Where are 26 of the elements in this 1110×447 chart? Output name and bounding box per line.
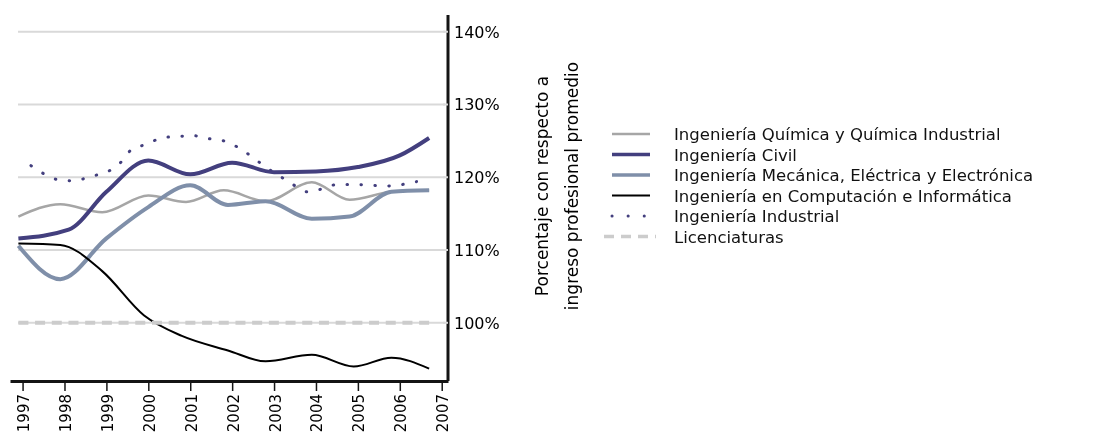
x-tick-label: 2001 <box>182 394 201 433</box>
x-tick-label: 2003 <box>266 394 285 433</box>
x-tick-label: 2005 <box>350 394 369 433</box>
x-tick-label: 1998 <box>56 394 75 433</box>
y-tick-label: 140% <box>454 22 500 42</box>
line-series <box>16 183 432 282</box>
legend-label: Ingeniería Civil <box>674 145 797 165</box>
x-tick-label: 2000 <box>140 394 159 433</box>
legend-label: Ingeniería Mecánica, Eléctrica y Electrónica <box>674 166 1034 185</box>
y-tick-label: 120% <box>454 168 500 188</box>
legend-label: Ingeniería Industrial <box>674 207 840 226</box>
x-tick-label: 1999 <box>98 394 117 433</box>
legend-label: Licenciaturas <box>674 227 784 247</box>
y-tick-label: 110% <box>454 241 500 261</box>
legend-label: Ingeniería en Computación e Informática <box>674 186 1012 206</box>
line-series <box>16 135 432 241</box>
x-tick-label: 2007 <box>434 394 453 433</box>
x-tick-label: 2004 <box>308 394 327 433</box>
legend-label: Ingeniería Química y Química Industrial <box>674 125 1001 144</box>
y-tick-label: 130% <box>454 95 500 115</box>
y-tick-label: 100% <box>454 313 500 333</box>
x-tick-label: 2006 <box>392 394 411 433</box>
x-tick-label: 1997 <box>15 394 34 433</box>
y-axis-title: Porcentaje con respecto a ingreso profesional promedio <box>532 61 582 311</box>
x-tick-label: 2002 <box>224 394 243 433</box>
line-series <box>17 242 431 370</box>
